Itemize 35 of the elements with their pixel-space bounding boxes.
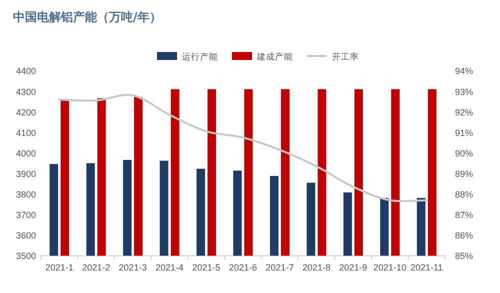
- y2-tick-label: 94%: [455, 66, 474, 76]
- y2-tick-label: 89%: [455, 168, 474, 179]
- y-tick-label: 4100: [16, 128, 36, 138]
- y2-tick-label: 91%: [455, 128, 474, 138]
- y2-tick-label: 92%: [455, 107, 474, 118]
- x-tick-label: 2021-9: [339, 262, 368, 273]
- y2-tick-label: 88%: [455, 190, 474, 200]
- x-tick-label: 2021-8: [302, 262, 330, 273]
- x-tick-label: 2021-10: [373, 262, 406, 273]
- y2-tick-label: 93%: [455, 86, 474, 97]
- x-tick-label: 2021-1: [45, 262, 74, 273]
- chart-title: 中国电解铝产能（万吨/年）: [13, 10, 162, 24]
- y2-tick-label: 86%: [455, 230, 474, 241]
- y2-tick-label: 85%: [455, 251, 474, 262]
- y-tick-label: 3700: [16, 210, 36, 220]
- y-tick-label: 4200: [16, 107, 36, 118]
- x-tick-label: 2021-7: [266, 262, 294, 273]
- x-tick-label: 2021-5: [192, 262, 220, 273]
- y2-tick-label: 90%: [455, 148, 474, 158]
- x-tick-label: 2021-2: [82, 262, 110, 273]
- y-tick-label: 4400: [16, 66, 36, 76]
- y-tick-label: 3500: [16, 251, 36, 262]
- x-tick-label: 2021-11: [410, 262, 443, 273]
- x-tick-label: 2021-3: [118, 262, 147, 273]
- x-tick-label: 2021-6: [228, 262, 258, 273]
- legend-label: 开工率: [332, 52, 359, 62]
- y-tick-label: 3600: [16, 230, 36, 241]
- y2-tick-label: 87%: [455, 210, 474, 220]
- y-tick-label: 3900: [16, 168, 36, 179]
- x-tick-label: 2021-4: [156, 262, 184, 273]
- legend-label: 建成产能: [256, 52, 293, 62]
- y-tick-label: 4300: [16, 86, 36, 97]
- y-tick-label: 3800: [16, 190, 36, 200]
- legend-label: 运行产能: [182, 52, 218, 62]
- y-tick-label: 4000: [16, 148, 36, 158]
